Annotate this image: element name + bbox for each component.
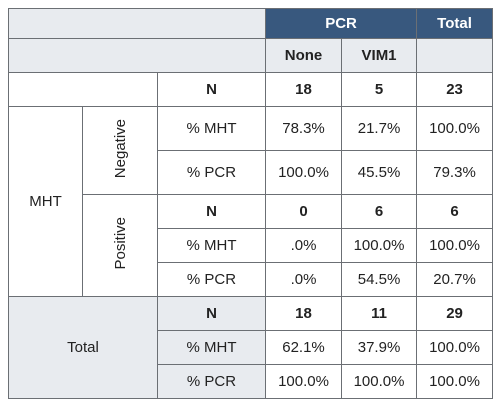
cell: 100.0% [265, 364, 343, 399]
row: % PCR 100.0% 100.0% 100.0% [9, 364, 494, 399]
cell: 100.0% [416, 330, 494, 365]
row: MHT Negative % MHT 78.3% 21.7% 100.0% [8, 106, 494, 297]
blank-cell [7, 8, 267, 39]
cell: 18 [265, 296, 343, 331]
cell: 100.0% [416, 364, 494, 399]
cell: 29 [416, 296, 494, 331]
cell: 100.0% [341, 364, 418, 399]
blank-cell [7, 38, 267, 73]
row-label: % MHT [156, 330, 267, 365]
cell: 79.3% [416, 150, 494, 195]
row-group: MHT [8, 106, 83, 297]
cell: 62.1% [265, 330, 343, 365]
row: Total N 18 11 29 [8, 296, 494, 399]
total-label: Total [8, 296, 158, 399]
cell: 20.7% [416, 262, 494, 297]
cell: 100.0% [265, 150, 343, 195]
total-header: Total [416, 8, 494, 39]
cell: 45.5% [341, 150, 418, 195]
cell: 21.7% [341, 106, 418, 151]
crosstab: PCR Total None VIM1 N 18 5 23 MHT Negati… [7, 8, 494, 399]
cell: .0% [265, 228, 343, 263]
cell: 100.0% [416, 228, 494, 263]
row-label: % PCR [156, 150, 267, 195]
subheader: VIM1 [341, 38, 418, 73]
cell: 54.5% [341, 262, 418, 297]
cell: 100.0% [416, 106, 494, 151]
row: N 18 5 23 [8, 72, 494, 107]
cell: 23 [416, 72, 494, 107]
row-label: % MHT [156, 228, 267, 263]
row: % PCR 100.0% 45.5% 79.3% [9, 150, 494, 195]
row-label: % MHT [156, 106, 267, 151]
subheader: None [265, 38, 343, 73]
cell: 100.0% [341, 228, 418, 263]
header-row: PCR Total [7, 8, 494, 39]
cell: .0% [265, 262, 343, 297]
subheader-row: None VIM1 [7, 38, 494, 73]
group-header: PCR [265, 8, 418, 39]
row: % MHT .0% 100.0% 100.0% [9, 228, 494, 263]
row-label: % PCR [156, 364, 267, 399]
section-label: Positive [111, 217, 129, 270]
cell: 6 [416, 194, 494, 229]
row: % MHT 62.1% 37.9% 100.0% [9, 330, 494, 365]
cell: 18 [265, 72, 343, 107]
cell: 0 [265, 194, 343, 229]
row-label: % PCR [156, 262, 267, 297]
row-label: N [156, 194, 267, 229]
cell: 11 [341, 296, 418, 331]
row: % PCR .0% 54.5% 20.7% [9, 262, 494, 297]
section-label-cell: Negative [82, 106, 158, 195]
row-label: N [156, 72, 267, 107]
cell: 37.9% [341, 330, 418, 365]
section-label: Negative [111, 118, 129, 179]
blank-cell [416, 38, 494, 73]
row-label: N [156, 296, 267, 331]
cell: 78.3% [265, 106, 343, 151]
cell: 6 [341, 194, 418, 229]
cell: 5 [341, 72, 418, 107]
blank-cell [8, 72, 158, 107]
section-label-cell: Positive [82, 194, 158, 297]
